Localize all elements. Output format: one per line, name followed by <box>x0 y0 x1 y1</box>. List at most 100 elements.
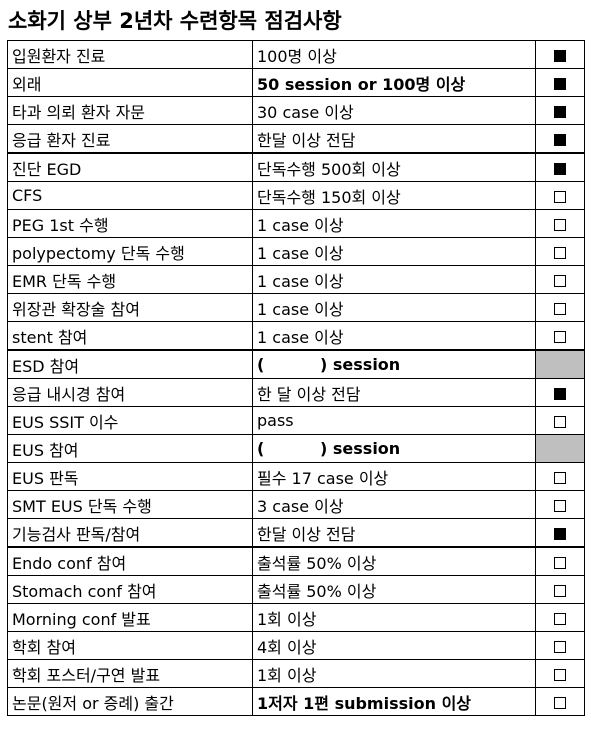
checked-box-icon[interactable] <box>554 527 566 540</box>
item-cell: 타과 의뢰 환자 자문 <box>7 96 253 125</box>
table-row: 외래 50 session or 100명 이상 <box>7 68 585 97</box>
table-row: Endo conf 참여 출석률 50% 이상 <box>7 546 585 576</box>
status-cell[interactable] <box>535 124 585 154</box>
status-cell[interactable] <box>535 293 585 322</box>
table-row: 응급 환자 진료 한달 이상 전담 <box>7 124 585 154</box>
table-row: EUS SSIT 이수 pass <box>7 406 585 435</box>
checked-box-icon[interactable] <box>554 387 566 400</box>
requirement-cell: 한달 이상 전담 <box>252 124 536 154</box>
requirement-cell: 100명 이상 <box>252 40 536 69</box>
status-cell[interactable] <box>535 659 585 688</box>
empty-checkbox-icon[interactable] <box>554 696 566 709</box>
empty-checkbox-icon[interactable] <box>554 274 566 287</box>
table-row: 논문(원저 or 증례) 출간 1저자 1편 submission 이상 <box>7 687 585 716</box>
status-cell[interactable] <box>535 96 585 125</box>
table-row: Morning conf 발표 1회 이상 <box>7 603 585 632</box>
table-row: 진단 EGD 단독수행 500회 이상 <box>7 152 585 182</box>
table-row: PEG 1st 수행 1 case 이상 <box>7 209 585 238</box>
item-cell: 기능검사 판독/참여 <box>7 518 253 548</box>
status-cell[interactable] <box>535 265 585 294</box>
table-row: polypectomy 단독 수행 1 case 이상 <box>7 237 585 266</box>
item-cell: Endo conf 참여 <box>7 546 253 576</box>
status-cell[interactable] <box>535 40 585 69</box>
status-cell <box>535 434 585 463</box>
checked-box-icon[interactable] <box>554 162 566 175</box>
empty-checkbox-icon[interactable] <box>554 330 566 343</box>
status-cell[interactable] <box>535 181 585 210</box>
empty-checkbox-icon[interactable] <box>554 190 566 203</box>
item-cell: stent 참여 <box>7 321 253 351</box>
status-cell[interactable] <box>535 518 585 548</box>
item-cell: 논문(원저 or 증례) 출간 <box>7 687 253 716</box>
empty-checkbox-icon[interactable] <box>554 415 566 428</box>
requirement-cell: 30 case 이상 <box>252 96 536 125</box>
table-row: 기능검사 판독/참여 한달 이상 전담 <box>7 518 585 548</box>
status-cell[interactable] <box>535 462 585 491</box>
requirement-cell: 1 case 이상 <box>252 209 536 238</box>
item-cell: ESD 참여 <box>7 349 253 379</box>
empty-checkbox-icon[interactable] <box>554 612 566 625</box>
empty-checkbox-icon[interactable] <box>554 499 566 512</box>
status-cell[interactable] <box>535 321 585 351</box>
requirement-cell: 한달 이상 전담 <box>252 518 536 548</box>
requirement-cell: 1 case 이상 <box>252 237 536 266</box>
checklist-table: 입원환자 진료 100명 이상 외래 50 session or 100명 이상 타과 … <box>7 40 585 716</box>
status-cell[interactable] <box>535 631 585 660</box>
empty-checkbox-icon[interactable] <box>554 584 566 597</box>
item-cell: 응급 환자 진료 <box>7 124 253 154</box>
requirement-cell: 한 달 이상 전담 <box>252 378 536 407</box>
requirement-cell: 출석률 50% 이상 <box>252 575 536 604</box>
requirement-cell: 단독수행 500회 이상 <box>252 152 536 182</box>
status-cell[interactable] <box>535 546 585 576</box>
requirement-cell: 1저자 1편 submission 이상 <box>252 687 536 716</box>
status-cell[interactable] <box>535 152 585 182</box>
requirement-cell: 출석률 50% 이상 <box>252 546 536 576</box>
table-row: 타과 의뢰 환자 자문 30 case 이상 <box>7 96 585 125</box>
requirement-cell: 단독수행 150회 이상 <box>252 181 536 210</box>
empty-checkbox-icon[interactable] <box>554 302 566 315</box>
status-cell[interactable] <box>535 406 585 435</box>
table-row: 위장관 확장술 참여 1 case 이상 <box>7 293 585 322</box>
empty-checkbox-icon[interactable] <box>554 471 566 484</box>
item-cell: polypectomy 단독 수행 <box>7 237 253 266</box>
table-row: EUS 참여( ) session <box>7 434 585 463</box>
item-cell: Morning conf 발표 <box>7 603 253 632</box>
checked-box-icon[interactable] <box>554 49 566 62</box>
status-cell[interactable] <box>535 603 585 632</box>
requirement-cell: 필수 17 case 이상 <box>252 462 536 491</box>
table-row: EUS 판독 필수 17 case 이상 <box>7 462 585 491</box>
status-cell[interactable] <box>535 687 585 716</box>
empty-checkbox-icon[interactable] <box>554 668 566 681</box>
table-row: SMT EUS 단독 수행 3 case 이상 <box>7 490 585 519</box>
requirement-cell: ( ) session <box>252 349 536 379</box>
item-cell: EUS 참여 <box>7 434 253 463</box>
table-row: 학회 포스터/구연 발표 1회 이상 <box>7 659 585 688</box>
item-cell: EMR 단독 수행 <box>7 265 253 294</box>
checked-box-icon[interactable] <box>554 105 566 118</box>
table-row: ESD 참여( ) session <box>7 349 585 379</box>
empty-checkbox-icon[interactable] <box>554 640 566 653</box>
requirement-cell: ( ) session <box>252 434 536 463</box>
requirement-cell: 1회 이상 <box>252 659 536 688</box>
table-row: 입원환자 진료 100명 이상 <box>7 40 585 69</box>
status-cell <box>535 349 585 379</box>
status-cell[interactable] <box>535 68 585 97</box>
checked-box-icon[interactable] <box>554 133 566 146</box>
status-cell[interactable] <box>535 490 585 519</box>
empty-checkbox-icon[interactable] <box>554 218 566 231</box>
checked-box-icon[interactable] <box>554 77 566 90</box>
item-cell: Stomach conf 참여 <box>7 575 253 604</box>
status-cell[interactable] <box>535 237 585 266</box>
requirement-cell: 50 session or 100명 이상 <box>252 68 536 97</box>
table-row: EMR 단독 수행 1 case 이상 <box>7 265 585 294</box>
status-cell[interactable] <box>535 378 585 407</box>
item-cell: 위장관 확장술 참여 <box>7 293 253 322</box>
item-cell: SMT EUS 단독 수행 <box>7 490 253 519</box>
empty-checkbox-icon[interactable] <box>554 246 566 259</box>
status-cell[interactable] <box>535 575 585 604</box>
requirement-cell: 4회 이상 <box>252 631 536 660</box>
empty-checkbox-icon[interactable] <box>554 556 566 569</box>
status-cell[interactable] <box>535 209 585 238</box>
table-row: 학회 참여 4회 이상 <box>7 631 585 660</box>
requirement-cell: 1 case 이상 <box>252 265 536 294</box>
